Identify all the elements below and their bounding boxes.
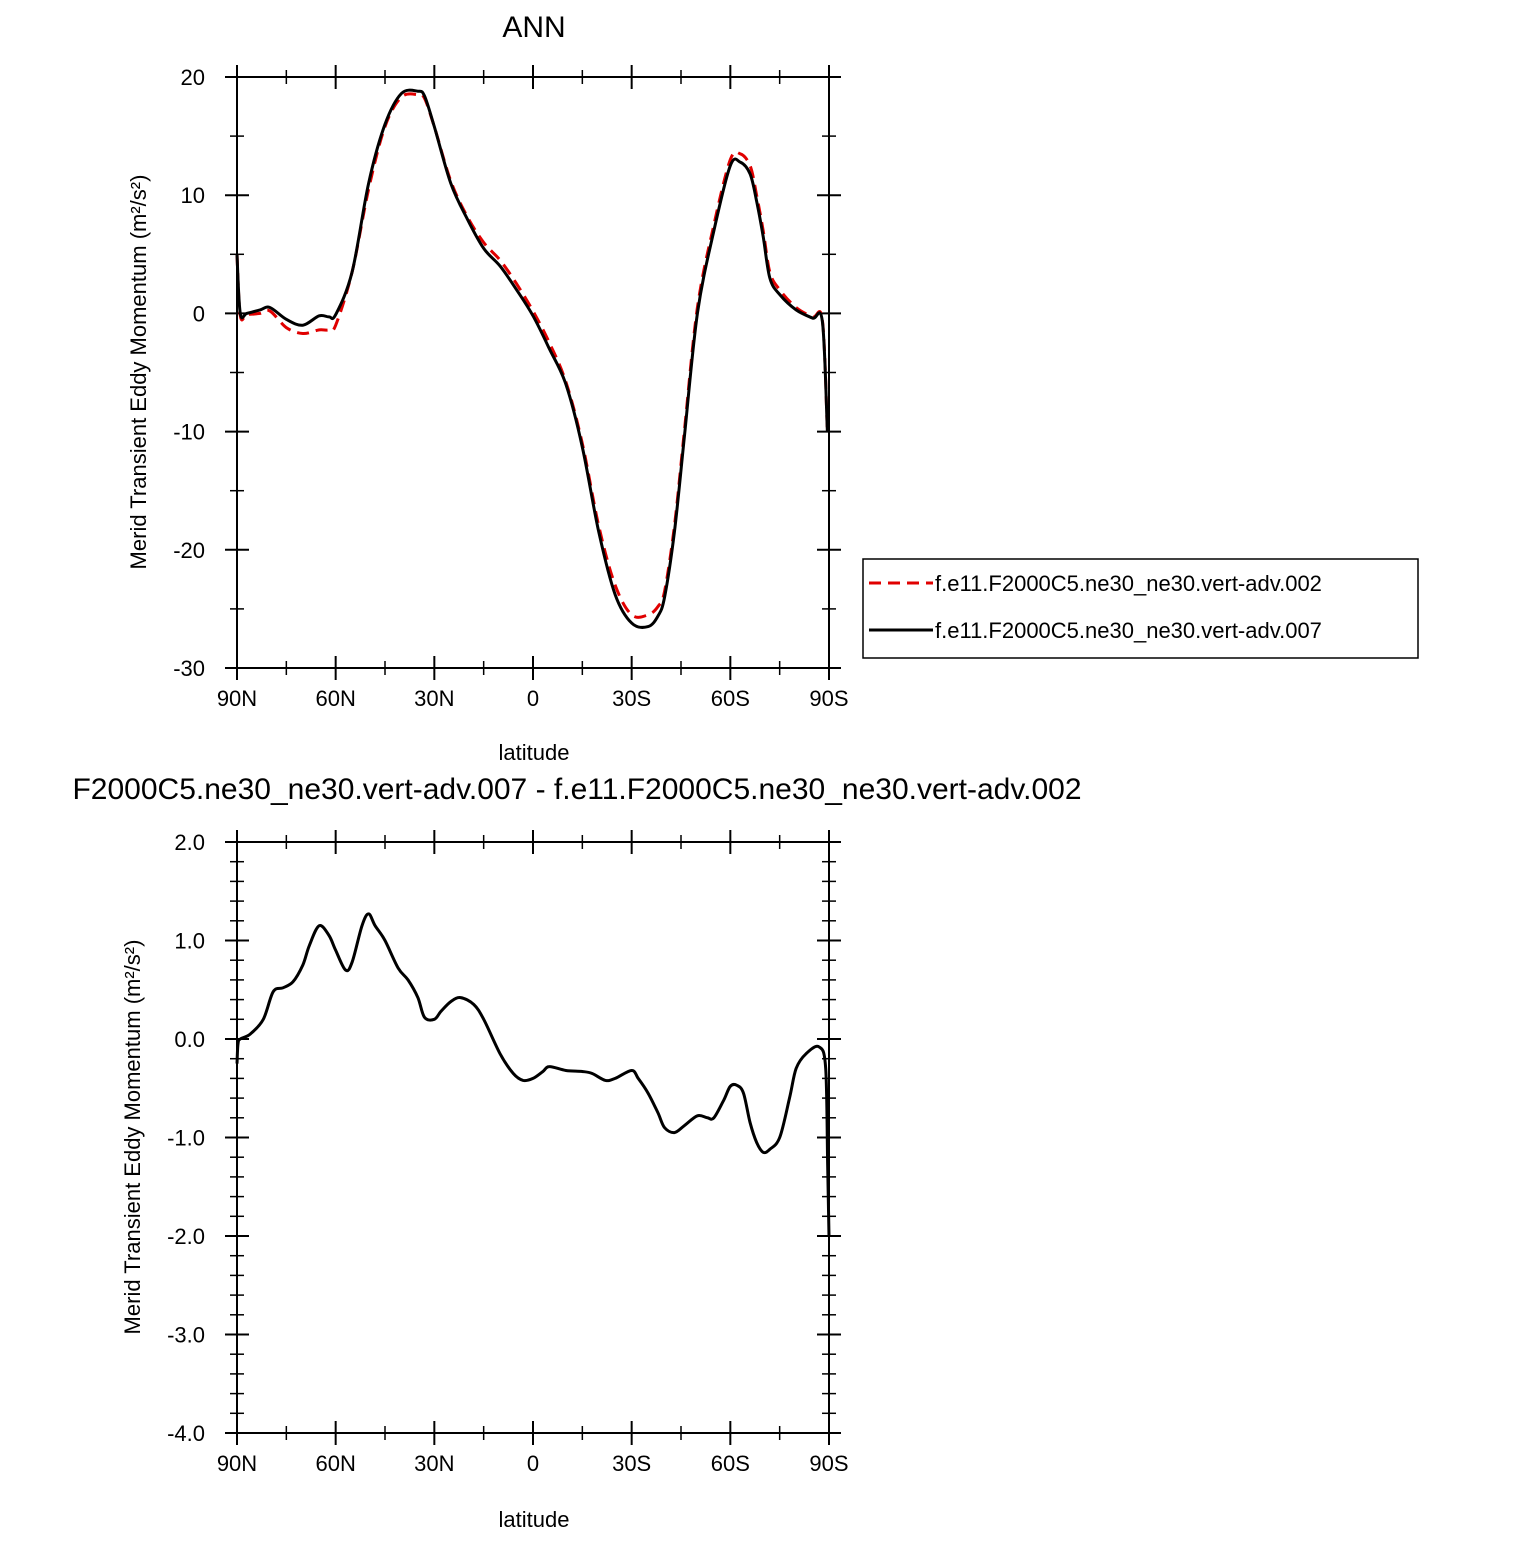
- x-tick-label: 30N: [414, 1451, 454, 1476]
- x-tick-label: 60N: [315, 686, 355, 711]
- x-tick-label: 60S: [711, 1451, 750, 1476]
- panel-2-plot-frame: [236, 841, 830, 1434]
- panel-2-y-axis-title-text: Merid Transient Eddy Momentum (m²/s²): [120, 940, 145, 1335]
- y-tick-label: -10: [173, 420, 205, 445]
- x-tick-label: 30S: [612, 686, 651, 711]
- panel-1-x-axis-title: latitude: [499, 740, 570, 765]
- y-tick-label: 1.0: [174, 929, 205, 954]
- panel-1-plot-frame: [236, 76, 830, 669]
- panel-2-ticks: 90N 60N 30N 0 30S 60S 90S 2.0 1.0 0.0 -1.0 -2.0 -3.0…: [167, 830, 849, 1476]
- legend-label-series-1: f.e11.F2000C5.ne30_ne30.vert-adv.002: [935, 571, 1322, 596]
- panel-1-y-axis-title: Merid Transient Eddy Momentum (m²/s²): [126, 175, 151, 570]
- panel-1-ticks: 90N 60N 30N 0 30S 60S 90S 20 10 0 -10 -20 -30: [173, 65, 849, 711]
- series-line-1: [235, 92, 829, 619]
- legend: f.e11.F2000C5.ne30_ne30.vert-adv.002 f.e…: [862, 558, 1419, 659]
- x-tick-label: 90N: [217, 1451, 257, 1476]
- y-tick-label: 20: [181, 65, 205, 90]
- y-tick-label: -4.0: [167, 1421, 205, 1446]
- panel-2: F2000C5.ne30_ne30.vert-adv.007 - f.e11.F…: [72, 773, 1081, 1532]
- y-tick-label: 0: [193, 301, 205, 326]
- x-tick-label: 90N: [217, 686, 257, 711]
- x-tick-label: 30S: [612, 1451, 651, 1476]
- x-tick-label: 0: [527, 686, 539, 711]
- y-tick-label: -20: [173, 538, 205, 563]
- panel-1-series: [235, 88, 829, 629]
- panel-1-y-axis-title-text: Merid Transient Eddy Momentum (m²/s²): [126, 175, 151, 570]
- x-tick-label: 30N: [414, 686, 454, 711]
- y-tick-label: -30: [173, 656, 205, 681]
- y-tick-label: 10: [181, 183, 205, 208]
- series-line-1: [235, 912, 831, 1237]
- y-tick-label: -3.0: [167, 1323, 205, 1348]
- legend-frame: [862, 558, 1419, 659]
- y-tick-label: -1.0: [167, 1126, 205, 1151]
- y-tick-label: 0.0: [174, 1027, 205, 1052]
- legend-label-series-2: f.e11.F2000C5.ne30_ne30.vert-adv.007: [935, 618, 1322, 643]
- x-tick-label: 60N: [315, 1451, 355, 1476]
- panel-1-title: ANN: [502, 11, 565, 44]
- series-line-2: [235, 88, 829, 629]
- panel-1: ANN Merid Transient Eddy Momentum (m²/s²…: [126, 11, 849, 765]
- x-tick-label: 90S: [809, 686, 848, 711]
- y-tick-label: 2.0: [174, 830, 205, 855]
- panel-2-x-axis-title: latitude: [499, 1507, 570, 1532]
- x-tick-label: 0: [527, 1451, 539, 1476]
- x-tick-label: 90S: [809, 1451, 848, 1476]
- panel-2-y-axis-title: Merid Transient Eddy Momentum (m²/s²): [120, 940, 145, 1335]
- panel-2-title: F2000C5.ne30_ne30.vert-adv.007 - f.e11.F…: [72, 773, 1081, 806]
- x-tick-label: 60S: [711, 686, 750, 711]
- panel-2-series: [235, 912, 831, 1237]
- y-tick-label: -2.0: [167, 1224, 205, 1249]
